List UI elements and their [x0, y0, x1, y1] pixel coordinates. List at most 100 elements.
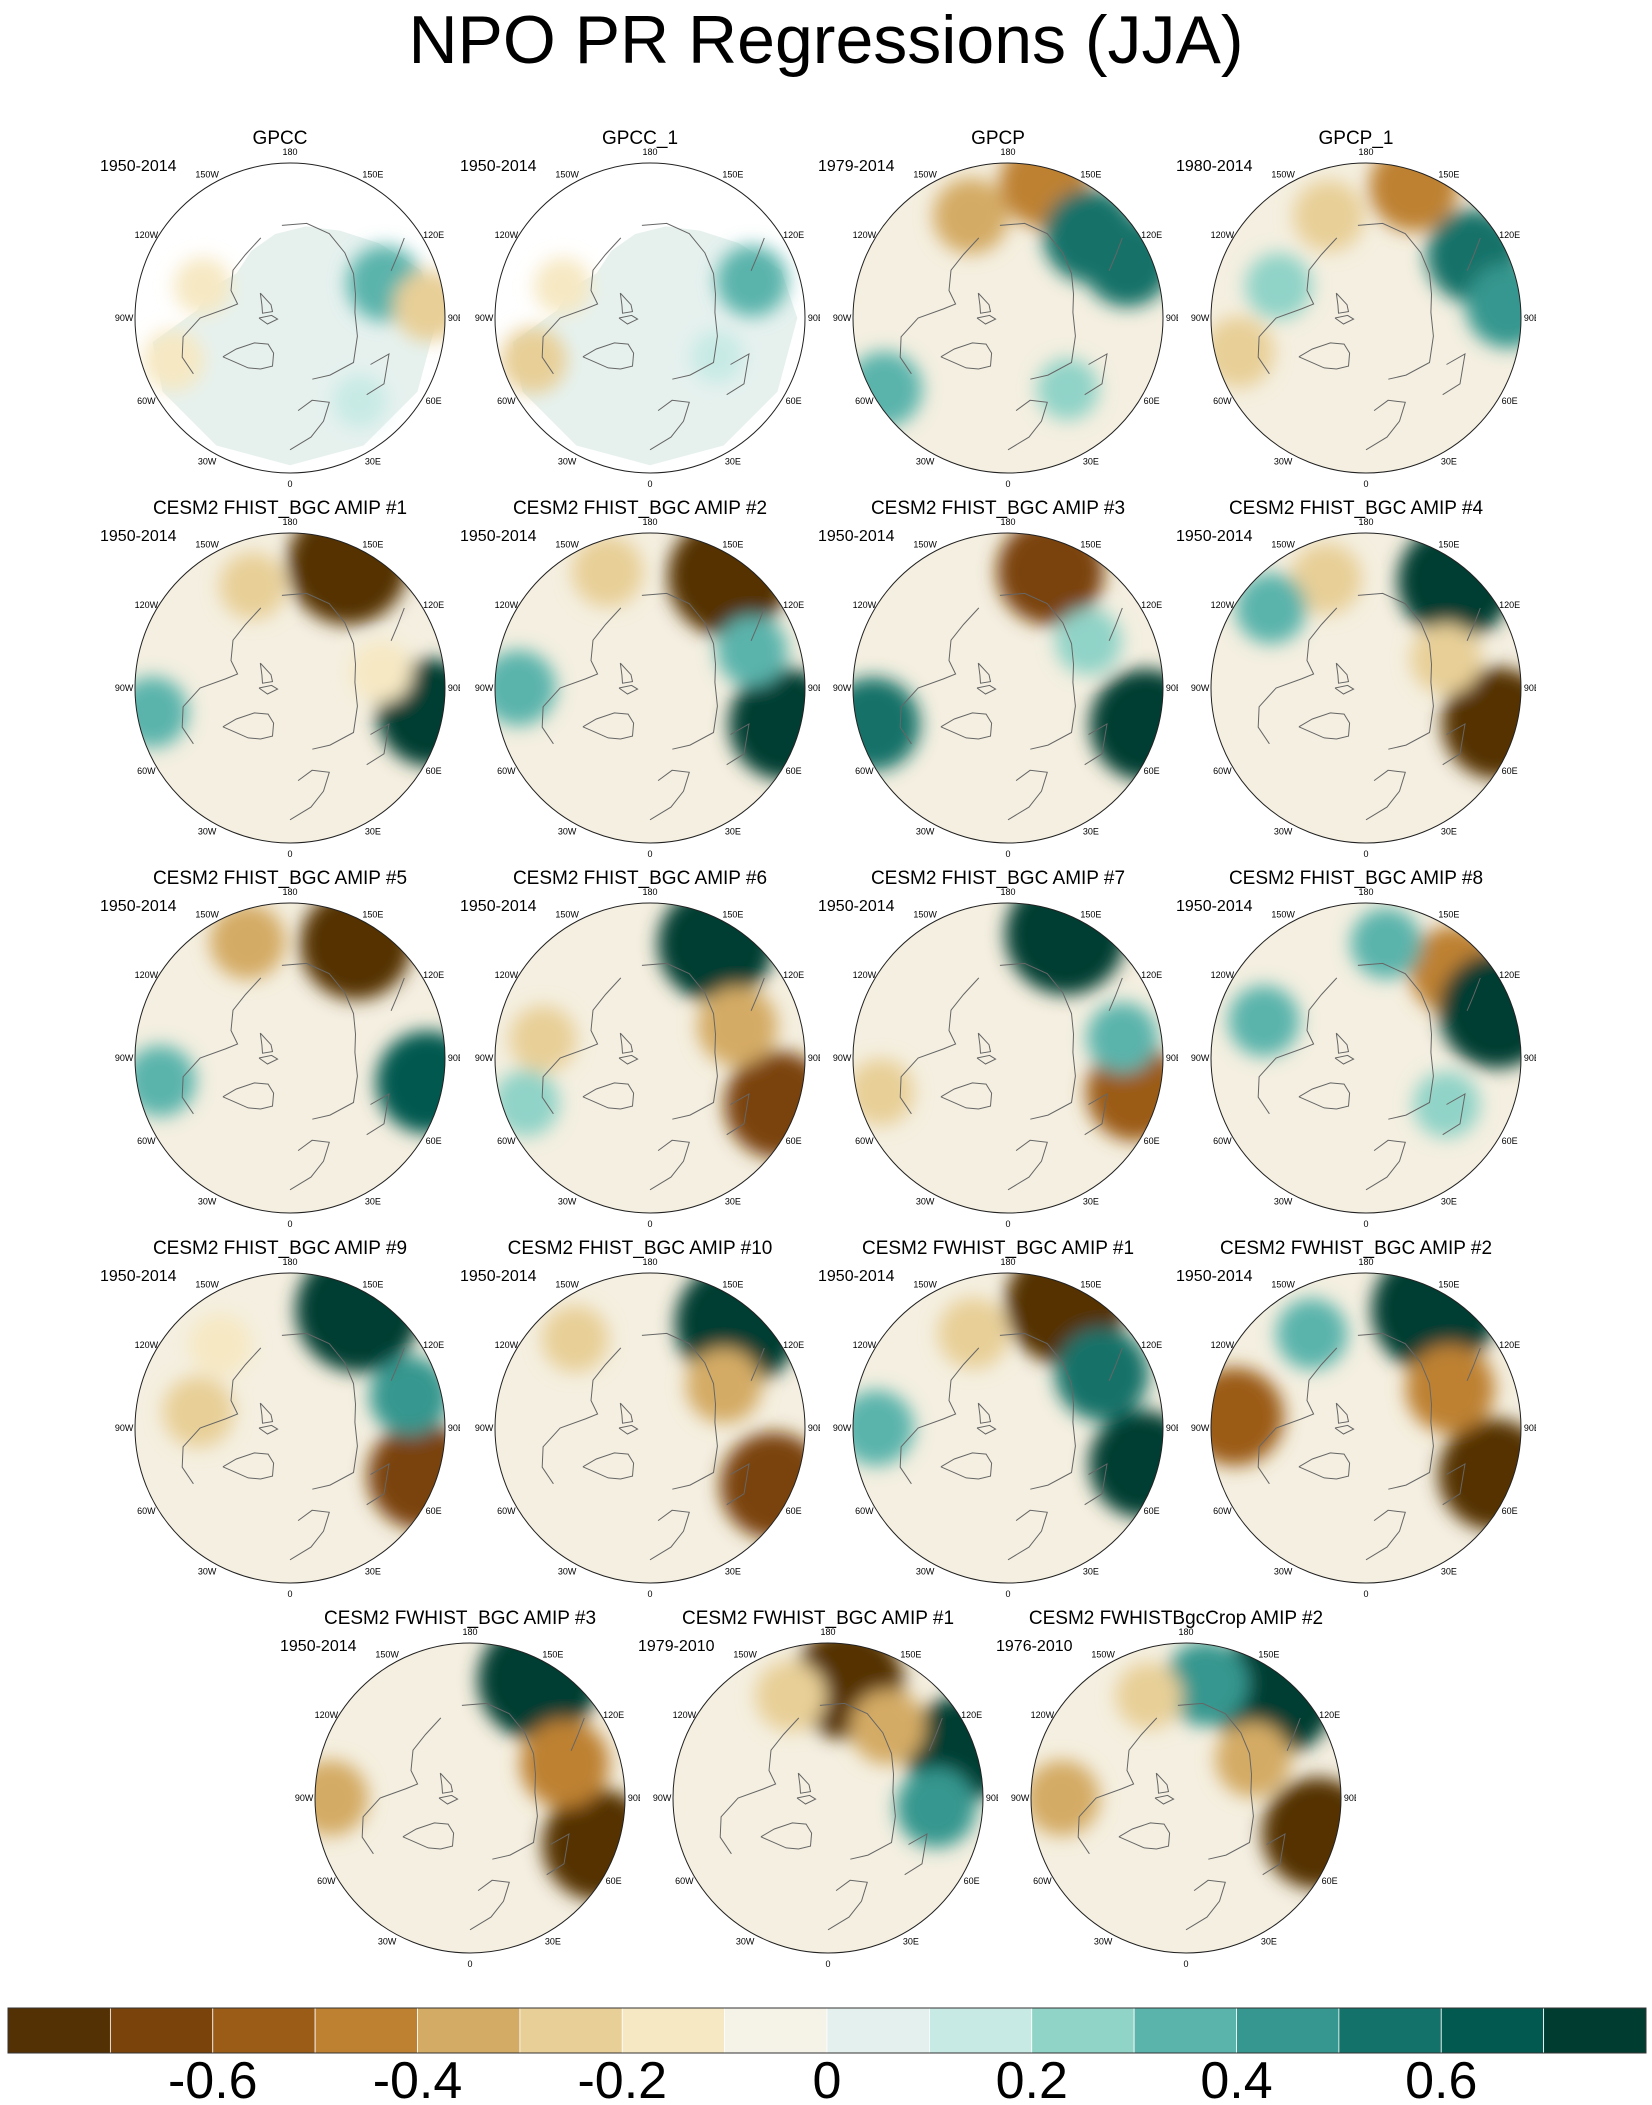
- longitude-label: 150W: [913, 909, 937, 919]
- longitude-label: 60W: [1033, 1876, 1052, 1886]
- longitude-label: 150E: [722, 539, 743, 549]
- longitude-label: 90W: [475, 1423, 494, 1433]
- map-panel: CESM2 FWHIST_BGC AMIP #2 1950-2014 180 150E…: [1176, 1238, 1536, 1598]
- coastline-icon: [976, 1054, 997, 1065]
- longitude-label: 180: [1000, 887, 1015, 897]
- longitude-label: 0: [287, 1589, 292, 1598]
- anomaly-region: [495, 1069, 560, 1137]
- longitude-label: 120E: [1499, 230, 1520, 240]
- coastline-icon: [1084, 723, 1108, 766]
- anomaly-region: [367, 1422, 445, 1530]
- longitude-label: 90E: [1524, 313, 1536, 323]
- longitude-label: 60W: [1213, 1506, 1232, 1516]
- coastline-icon: [1365, 769, 1406, 821]
- coastline-icon: [1335, 662, 1350, 684]
- coastline-icon: [1357, 222, 1434, 380]
- coastline-icon: [940, 342, 993, 370]
- longitude-label: 60W: [497, 1136, 516, 1146]
- map-panel: GPCP_1 1980-2014 180 150E 120E 90E 60E 30E 0 30W 6…: [1176, 128, 1536, 488]
- anomaly-region: [393, 270, 445, 342]
- coastline-icon: [259, 662, 274, 684]
- anomaly-region: [142, 329, 205, 392]
- coastline-icon: [976, 684, 997, 695]
- anomaly-region: [1405, 1344, 1495, 1434]
- map-panel: CESM2 FWHIST_BGC AMIP #1 1950-2014 180 150E…: [818, 1238, 1178, 1598]
- map-boundary: [134, 162, 446, 474]
- coastline-icon: [977, 292, 992, 314]
- longitude-label: 150W: [913, 539, 937, 549]
- coastline-icon: [1442, 723, 1466, 766]
- coastline-icon: [582, 342, 635, 370]
- coastline-icon: [618, 684, 639, 695]
- longitude-label: 30E: [1083, 827, 1099, 837]
- longitude-label: 30E: [903, 1937, 919, 1947]
- longitude-label: 120E: [1141, 600, 1162, 610]
- coastline-icon: [999, 222, 1076, 380]
- coastline-icon: [1334, 1054, 1355, 1065]
- panel-period: 1950-2014: [818, 898, 895, 915]
- longitude-label: 90E: [448, 1053, 460, 1063]
- longitude-label: 120E: [961, 1710, 982, 1720]
- coastline-icon: [940, 1452, 993, 1480]
- longitude-label: 180: [1178, 1627, 1193, 1637]
- longitude-label: 150E: [722, 1279, 743, 1289]
- longitude-label: 90E: [1344, 1793, 1356, 1803]
- coastline-icon: [1108, 237, 1123, 271]
- anomaly-region: [219, 552, 287, 620]
- longitude-label: 30W: [198, 457, 217, 467]
- longitude-label: 30E: [1441, 1567, 1457, 1577]
- longitude-label: 120E: [423, 600, 444, 610]
- coastline-icon: [1108, 1347, 1123, 1381]
- coastline-icon: [541, 977, 622, 1115]
- colorbar-bin: [1543, 2007, 1647, 2054]
- longitude-label: 90W: [833, 683, 852, 693]
- anomaly-region: [853, 1390, 915, 1466]
- coastline-icon: [1007, 769, 1048, 821]
- longitude-label: 150E: [900, 1649, 921, 1659]
- longitude-label: 60E: [964, 1876, 980, 1886]
- longitude-label: 60W: [137, 766, 156, 776]
- longitude-label: 60W: [855, 766, 874, 776]
- coastline-icon: [582, 1452, 635, 1480]
- longitude-label: 120W: [1211, 1340, 1235, 1350]
- longitude-label: 30W: [558, 1197, 577, 1207]
- longitude-label: 180: [1000, 517, 1015, 527]
- longitude-label: 60E: [786, 1506, 802, 1516]
- longitude-label: 180: [282, 1257, 297, 1267]
- longitude-label: 30E: [725, 827, 741, 837]
- coastline-icon: [726, 353, 750, 396]
- longitude-label: 30W: [558, 1567, 577, 1577]
- coastline-icon: [797, 1772, 812, 1794]
- anomaly-region: [1089, 1410, 1163, 1518]
- longitude-label: 90E: [1524, 1053, 1536, 1063]
- longitude-label: 60W: [137, 396, 156, 406]
- colorbar-bin: [1338, 2007, 1442, 2054]
- longitude-label: 150W: [195, 909, 219, 919]
- coastline-icon: [641, 592, 718, 750]
- longitude-label: 30E: [1261, 1937, 1277, 1947]
- longitude-label: 120W: [135, 970, 159, 980]
- longitude-label: 90W: [475, 313, 494, 323]
- map-panel: CESM2 FWHIST_BGC AMIP #1 1979-2010 180 150E…: [638, 1608, 998, 1968]
- coastline-icon: [977, 1402, 992, 1424]
- longitude-label: 150E: [542, 1649, 563, 1659]
- panel-period: 1950-2014: [100, 898, 177, 915]
- coastline-icon: [222, 1082, 275, 1110]
- coastline-icon: [999, 962, 1076, 1120]
- panel-period: 1950-2014: [280, 1638, 357, 1655]
- longitude-label: 180: [1000, 147, 1015, 157]
- longitude-label: 60E: [786, 396, 802, 406]
- colorbar-bin: [109, 2007, 214, 2054]
- coastline-icon: [1108, 607, 1123, 641]
- longitude-label: 90E: [1166, 683, 1178, 693]
- coastline-icon: [1257, 237, 1338, 375]
- colorbar-border: [7, 2007, 1647, 2054]
- longitude-label: 30E: [365, 1197, 381, 1207]
- longitude-label: 120W: [1211, 600, 1235, 610]
- map-panel: CESM2 FHIST_BGC AMIP #2 1950-2014 180 150E 1…: [460, 498, 820, 858]
- longitude-label: 150W: [555, 909, 579, 919]
- anomaly-region: [1442, 667, 1521, 780]
- coastline-icon: [289, 1139, 330, 1191]
- longitude-label: 60W: [497, 396, 516, 406]
- coastline-icon: [438, 1794, 459, 1805]
